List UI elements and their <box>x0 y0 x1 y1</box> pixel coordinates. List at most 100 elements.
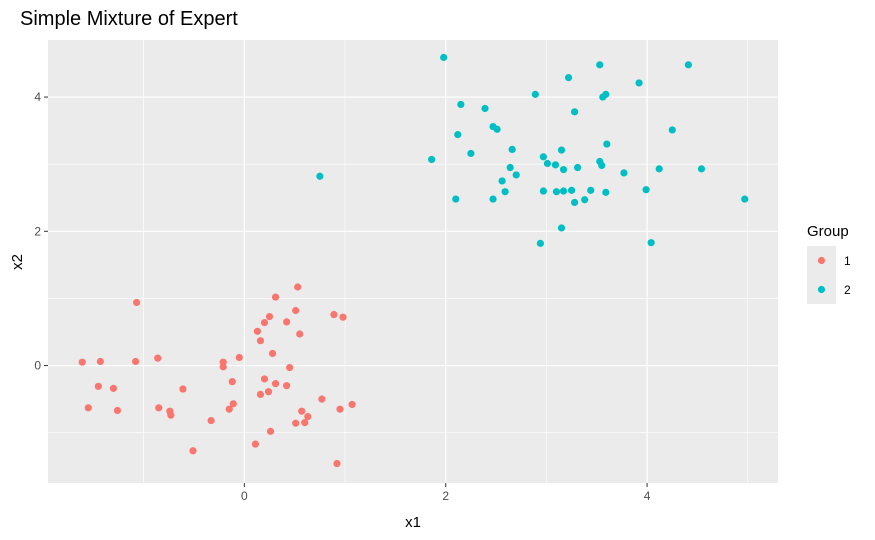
data-point-group-2 <box>557 146 566 154</box>
data-point-group-2 <box>498 177 506 185</box>
data-point-group-2 <box>596 61 604 69</box>
data-point-group-1 <box>301 418 309 427</box>
data-point-group-2 <box>559 187 568 195</box>
data-point-group-2 <box>428 155 436 164</box>
data-point-group-1 <box>179 385 187 393</box>
data-point-group-2 <box>493 125 501 133</box>
data-point-group-1 <box>133 298 141 307</box>
x-tick-label: 0 <box>241 489 248 503</box>
data-point-group-1 <box>265 312 274 321</box>
data-point-group-1 <box>219 363 227 371</box>
data-point-group-1 <box>235 353 243 362</box>
data-point-group-1 <box>253 327 262 335</box>
data-point-group-1 <box>304 412 312 421</box>
data-points <box>78 53 749 468</box>
data-point-group-1 <box>155 404 163 412</box>
data-point-group-1 <box>283 318 291 326</box>
data-point-group-1 <box>294 283 302 291</box>
data-point-group-2 <box>697 165 706 173</box>
data-point-group-1 <box>264 388 273 396</box>
data-point-group-2 <box>684 61 692 69</box>
data-point-group-2 <box>551 161 560 169</box>
data-point-group-2 <box>536 239 544 247</box>
data-point-group-1 <box>330 310 338 319</box>
data-point-group-1 <box>266 427 275 435</box>
data-point-group-1 <box>189 447 197 455</box>
data-point-group-2 <box>501 188 509 196</box>
data-point-group-1 <box>251 440 260 448</box>
data-point-group-1 <box>271 293 280 301</box>
data-point-group-2 <box>655 165 663 173</box>
data-point-group-1 <box>260 318 269 327</box>
data-point-group-1 <box>207 416 215 425</box>
data-point-group-1 <box>96 357 104 366</box>
legend-swatch <box>817 285 826 294</box>
data-point-group-1 <box>225 405 233 413</box>
data-point-group-1 <box>271 380 280 388</box>
data-point-group-2 <box>564 73 573 82</box>
data-point-group-2 <box>316 172 324 180</box>
data-point-group-1 <box>333 459 341 468</box>
data-point-group-2 <box>602 188 610 196</box>
x-axis-title: x1 <box>405 514 421 531</box>
data-point-group-2 <box>481 104 489 113</box>
data-point-group-2 <box>552 188 561 196</box>
data-point-group-2 <box>531 90 539 98</box>
data-point-group-2 <box>603 140 611 148</box>
data-point-group-1 <box>268 349 277 358</box>
data-point-group-2 <box>642 186 650 194</box>
data-point-group-2 <box>635 79 643 87</box>
y-tick-label: 4 <box>34 90 41 104</box>
data-point-group-2 <box>557 224 566 232</box>
data-point-group-1 <box>283 382 291 390</box>
data-point-group-1 <box>318 395 326 403</box>
legend-swatch <box>817 256 826 265</box>
legend-label: 2 <box>844 283 851 297</box>
data-point-group-2 <box>587 186 595 194</box>
data-point-group-2 <box>571 108 579 116</box>
y-axis-title: x2 <box>9 254 26 270</box>
legend-entries: 12 <box>807 246 851 304</box>
data-point-group-2 <box>539 187 547 195</box>
data-point-group-2 <box>668 126 676 134</box>
data-point-group-1 <box>298 407 306 415</box>
data-point-group-2 <box>741 195 749 203</box>
data-point-group-2 <box>647 239 655 247</box>
data-point-group-1 <box>229 400 237 408</box>
data-point-group-2 <box>571 198 579 207</box>
data-point-group-1 <box>228 378 236 386</box>
data-point-group-2 <box>559 165 568 174</box>
data-point-group-2 <box>506 163 514 172</box>
data-point-group-1 <box>154 354 162 362</box>
data-point-group-2 <box>539 153 547 161</box>
data-point-group-2 <box>452 195 460 203</box>
data-point-group-2 <box>457 100 465 109</box>
plot-panel <box>48 40 778 483</box>
data-point-group-1 <box>348 400 356 409</box>
x-tick-label: 2 <box>442 489 449 503</box>
data-point-group-2 <box>467 149 475 158</box>
legend-label: 1 <box>844 254 851 268</box>
grid-lines <box>48 40 778 483</box>
data-point-group-1 <box>132 357 140 366</box>
data-point-group-2 <box>512 171 520 179</box>
data-point-group-2 <box>508 145 516 154</box>
y-tick-label: 0 <box>34 359 41 373</box>
data-point-group-2 <box>620 169 628 177</box>
y-tick-label: 2 <box>34 224 41 238</box>
data-point-group-2 <box>440 53 448 62</box>
chart-title: Simple Mixture of Expert <box>20 8 238 30</box>
data-point-group-2 <box>489 195 497 203</box>
data-point-group-2 <box>574 163 582 172</box>
y-axis-ticks: 0 2 4 <box>34 90 48 373</box>
data-point-group-1 <box>94 382 102 390</box>
data-point-group-1 <box>292 419 300 427</box>
legend: Group 12 <box>807 223 851 304</box>
data-point-group-1 <box>167 411 175 419</box>
data-point-group-1 <box>292 306 300 315</box>
data-point-group-2 <box>543 159 552 168</box>
data-point-group-2 <box>567 186 576 194</box>
data-point-group-1 <box>113 406 122 415</box>
legend-title: Group <box>807 223 849 240</box>
